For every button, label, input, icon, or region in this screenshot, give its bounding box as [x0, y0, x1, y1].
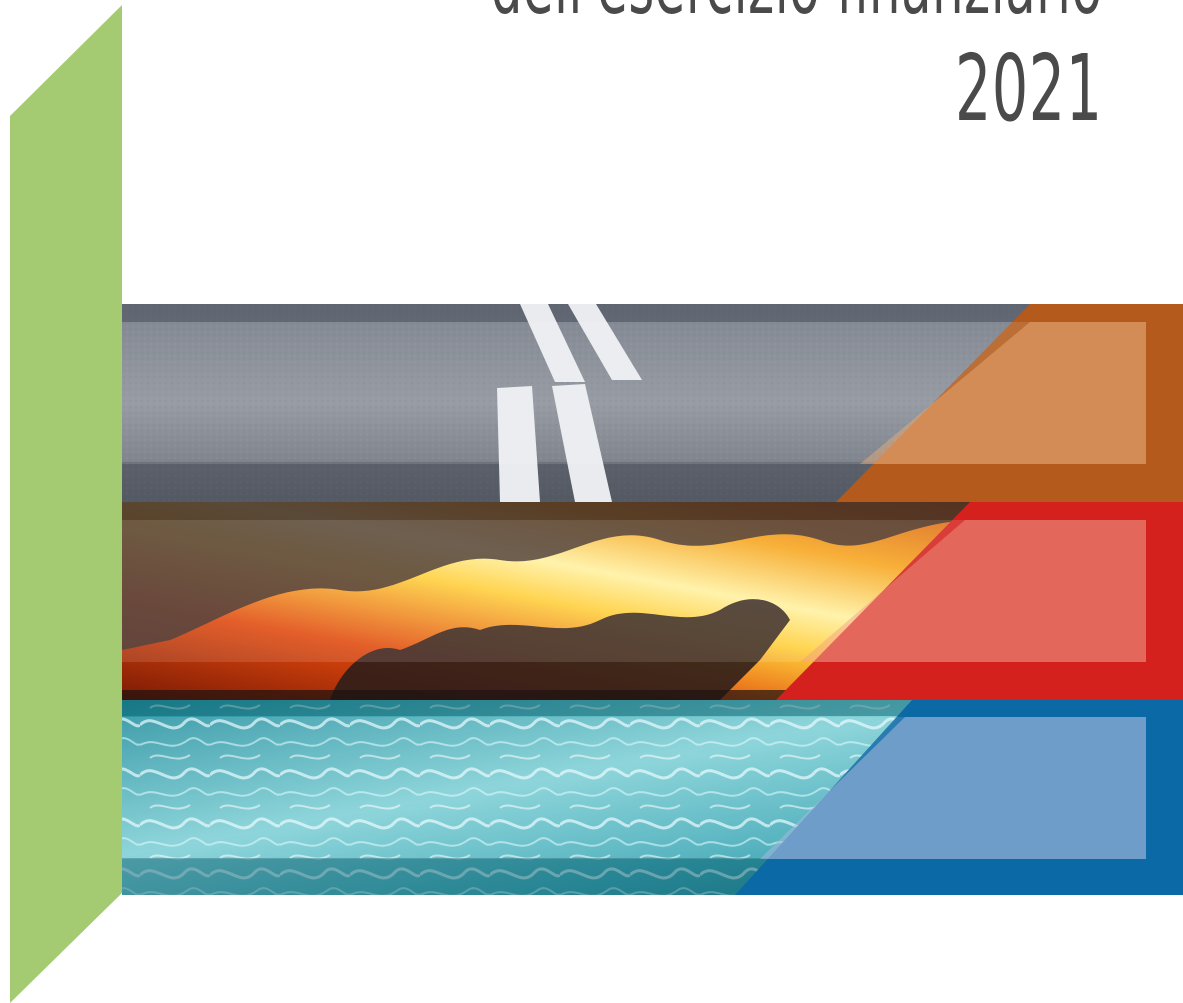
title-year: 2021: [955, 35, 1103, 142]
road-line-2: [568, 304, 642, 380]
road-overlay-panel: [122, 322, 1146, 464]
road-line-4: [552, 384, 612, 502]
strip-fire: [122, 502, 1183, 700]
fire-overlay-panel: [122, 520, 1146, 662]
road-line-3: [497, 386, 540, 502]
strip-road: [122, 304, 1183, 502]
road-accent-triangle: [836, 304, 1183, 502]
fire-smoke-bottom: [330, 599, 790, 700]
green-band-shape: [10, 5, 122, 1003]
fire-accent-triangle: [776, 502, 1183, 700]
title-line: dell'esercizio finanziario: [491, 0, 1103, 34]
road-line-1: [520, 304, 585, 382]
cover-title: dell'esercizio finanziario 2021: [491, 0, 1103, 144]
strip-water: [122, 700, 1183, 895]
fire-smoke-top: [122, 502, 1000, 650]
